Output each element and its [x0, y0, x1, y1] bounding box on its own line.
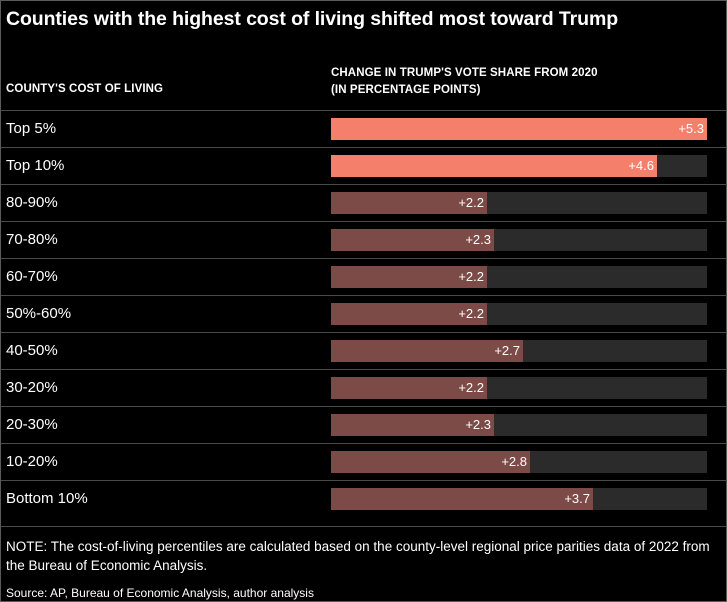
- category-label: 60-70%: [6, 268, 58, 285]
- bar: +2.8: [331, 451, 530, 473]
- bar-row: 80-90% +2.2: [1, 184, 727, 221]
- bar-value-label: +2.2: [458, 306, 484, 321]
- bar-value-label: +2.8: [501, 454, 527, 469]
- bar-row: 50%-60% +2.2: [1, 295, 727, 332]
- bar: +2.3: [331, 414, 494, 436]
- bar-row: 10-20% +2.8: [1, 443, 727, 480]
- bar-value-label: +5.3: [678, 121, 704, 136]
- bar-value-label: +2.3: [465, 232, 491, 247]
- bar-row: 60-70% +2.2: [1, 258, 727, 295]
- bar: +2.2: [331, 303, 487, 325]
- bar-track: +2.2: [331, 266, 707, 288]
- bar-value-label: +2.2: [458, 269, 484, 284]
- x-axis-header-line2: (IN PERCENTAGE POINTS): [331, 84, 481, 96]
- bar-row: 40-50% +2.7: [1, 332, 727, 369]
- category-label: 40-50%: [6, 342, 58, 359]
- bar-row: Top 10% +4.6: [1, 147, 727, 184]
- footer-divider: [1, 526, 727, 527]
- bar: +2.2: [331, 266, 487, 288]
- category-label: 30-20%: [6, 379, 58, 396]
- bar-track: +3.7: [331, 488, 707, 510]
- chart-note: NOTE: The cost-of-living percentiles are…: [6, 539, 710, 573]
- bar: +3.7: [331, 488, 593, 510]
- x-axis-header-line1: CHANGE IN TRUMP'S VOTE SHARE FROM 2020: [331, 67, 598, 79]
- bar: +2.3: [331, 229, 494, 251]
- category-label: Top 10%: [6, 157, 65, 174]
- bar: +2.7: [331, 340, 523, 362]
- category-label: 50%-60%: [6, 305, 72, 322]
- bar-row: 70-80% +2.3: [1, 221, 727, 258]
- category-label: 10-20%: [6, 453, 58, 470]
- bar: +2.2: [331, 377, 487, 399]
- bar-rows: Top 5% +5.3 Top 10% +4.6 80-90% +2.2 70-80% +2.…: [1, 110, 727, 517]
- bar-track: +5.3: [331, 118, 707, 140]
- bar-track: +4.6: [331, 155, 707, 177]
- bar-row: Bottom 10% +3.7: [1, 480, 727, 517]
- category-label: 70-80%: [6, 231, 58, 248]
- bar: +5.3: [331, 118, 707, 140]
- bar-track: +2.3: [331, 229, 707, 251]
- bar-row: 20-30% +2.3: [1, 406, 727, 443]
- bar-track: +2.2: [331, 192, 707, 214]
- bar-value-label: +2.3: [465, 417, 491, 432]
- chart-title: Counties with the highest cost of living…: [6, 8, 619, 30]
- bar-row: 30-20% +2.2: [1, 369, 727, 406]
- category-label: 80-90%: [6, 194, 58, 211]
- bar-track: +2.2: [331, 377, 707, 399]
- x-axis-header: CHANGE IN TRUMP'S VOTE SHARE FROM 2020 (…: [331, 65, 598, 99]
- bar: +4.6: [331, 155, 657, 177]
- bar-row: Top 5% +5.3: [1, 110, 727, 147]
- category-label: 20-30%: [6, 416, 58, 433]
- bar-value-label: +2.2: [458, 195, 484, 210]
- bar-track: +2.8: [331, 451, 707, 473]
- category-label: Bottom 10%: [6, 490, 88, 507]
- bar-value-label: +2.7: [494, 343, 520, 358]
- bar-value-label: +4.6: [628, 158, 654, 173]
- y-axis-header: COUNTY'S COST OF LIVING: [6, 83, 164, 95]
- bar-track: +2.7: [331, 340, 707, 362]
- bar-value-label: +3.7: [564, 491, 590, 506]
- category-label: Top 5%: [6, 120, 57, 137]
- bar-track: +2.2: [331, 303, 707, 325]
- bar-track: +2.3: [331, 414, 707, 436]
- chart-source: Source: AP, Bureau of Economic Analysis,…: [6, 586, 314, 600]
- bar-value-label: +2.2: [458, 380, 484, 395]
- bar: +2.2: [331, 192, 487, 214]
